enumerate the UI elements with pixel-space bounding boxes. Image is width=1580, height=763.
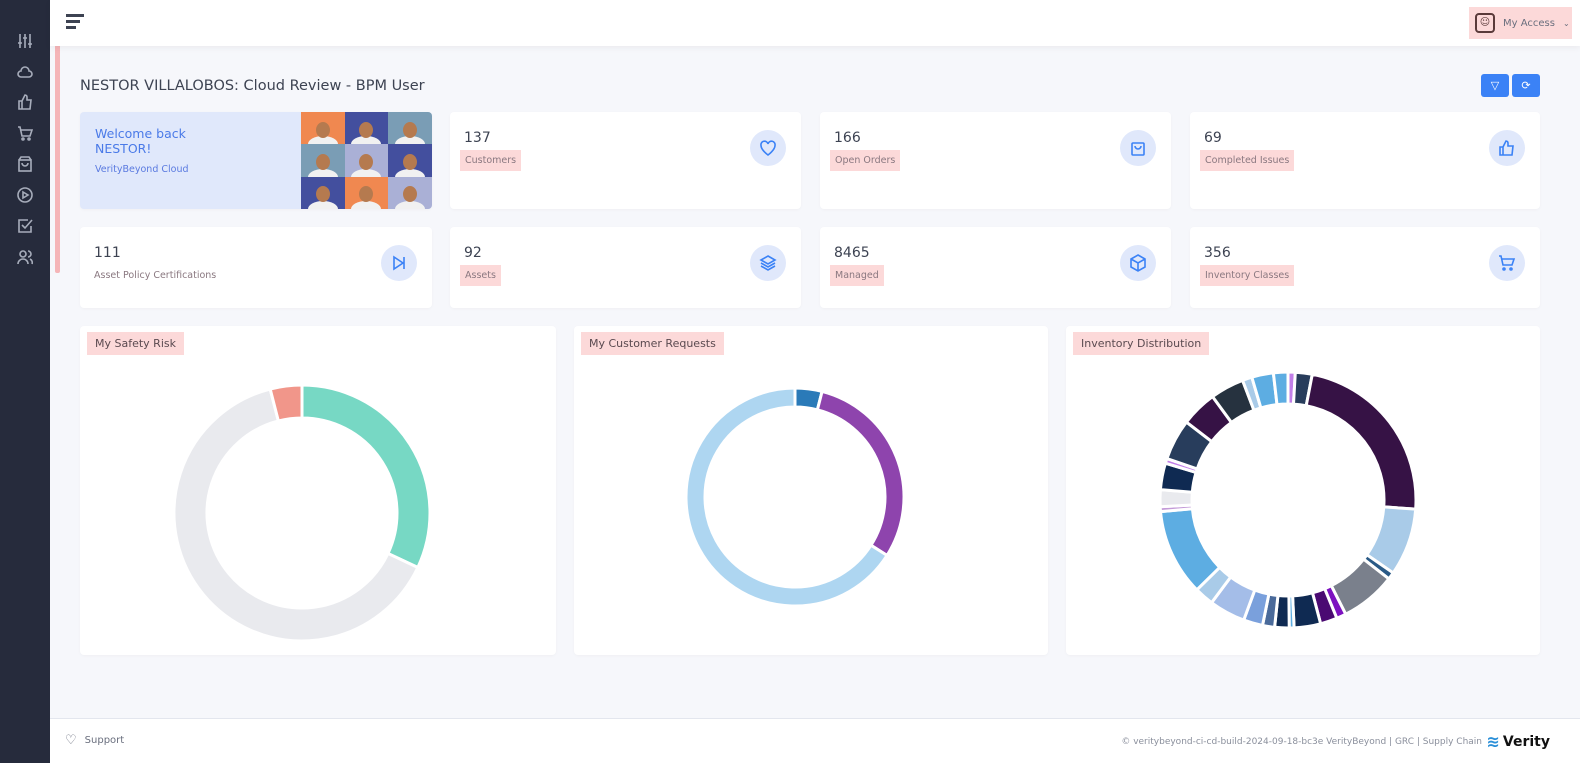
footer: ♡ Support © veritybeyond-ci-cd-build-2024… (50, 718, 1580, 763)
refresh-icon: ⟳ (1521, 79, 1531, 92)
scrollbar[interactable] (55, 28, 60, 273)
customer-requests-donut (684, 386, 906, 608)
play-circle-icon[interactable] (17, 187, 35, 205)
donut-slice[interactable] (300, 383, 432, 570)
safety-risk-donut (172, 383, 432, 643)
stat-label: Managed (830, 265, 884, 286)
chevron-down-icon: ⌄ (1562, 18, 1570, 28)
welcome-card: Welcome back NESTOR! VerityBeyond Cloud (80, 112, 432, 209)
header: ☺ My Access ⌄ (50, 0, 1580, 46)
chart-title: Inventory Distribution (1073, 332, 1210, 355)
stat-card[interactable]: 111 Asset Policy Certifications (80, 227, 432, 308)
chart-card-inventory-distribution: Inventory Distribution (1066, 326, 1540, 655)
refresh-button[interactable]: ⟳ (1512, 74, 1540, 97)
my-access-menu[interactable]: ☺ My Access ⌄ (1469, 7, 1572, 39)
chart-title: My Customer Requests (581, 332, 724, 355)
stat-label: Assets (460, 265, 501, 286)
logo-text: Verity (1502, 733, 1550, 750)
stat-card[interactable]: 92 Assets (450, 227, 801, 308)
layers-icon (750, 245, 786, 281)
stat-value: 166 (834, 130, 861, 146)
verity-logo: ≋ Verity (1486, 732, 1551, 751)
copyright: © veritybeyond-ci-cd-build-2024-09-18-bc… (1121, 737, 1482, 747)
heart-icon: ♡ (65, 733, 77, 748)
cloud-icon[interactable] (17, 64, 35, 82)
donut-slice[interactable] (1304, 372, 1418, 511)
stat-value: 92 (464, 245, 482, 261)
welcome-line1: Welcome back (95, 126, 186, 141)
smiley-icon: ☺ (1475, 13, 1495, 33)
stat-label: Completed Issues (1200, 150, 1295, 171)
stat-label: Open Orders (830, 150, 901, 171)
donut-slice[interactable] (268, 383, 304, 423)
inventory-distribution-donut (1158, 370, 1418, 630)
box-icon (1120, 245, 1156, 281)
stat-card[interactable]: 166 Open Orders (820, 112, 1171, 209)
thumbs-up-icon (1489, 130, 1525, 166)
support-link[interactable]: ♡ Support (65, 733, 124, 748)
support-label: Support (84, 735, 125, 746)
shopping-bag-icon (1120, 130, 1156, 166)
welcome-name: NESTOR! (95, 141, 152, 156)
stat-card[interactable]: 137 Customers (450, 112, 801, 209)
skip-forward-icon (381, 245, 417, 281)
donut-slice[interactable] (815, 389, 906, 558)
sidebar (0, 0, 50, 763)
my-access-label: My Access (1503, 17, 1555, 29)
stat-value: 137 (464, 130, 491, 146)
heart-icon (750, 130, 786, 166)
stat-value: 111 (94, 245, 121, 261)
chart-card-customer-requests: My Customer Requests (574, 326, 1048, 655)
stat-label: Customers (460, 150, 522, 171)
donut-slice[interactable] (684, 386, 890, 608)
shopping-bag-icon[interactable] (17, 156, 35, 174)
filter-button[interactable]: ▽ (1481, 74, 1509, 97)
sliders-icon[interactable] (17, 33, 35, 51)
chart-card-safety-risk: My Safety Risk (80, 326, 556, 655)
users-icon[interactable] (17, 249, 35, 267)
welcome-subtitle: VerityBeyond Cloud (95, 164, 189, 175)
cart-icon[interactable] (17, 125, 35, 143)
stat-card[interactable]: 356 Inventory Classes (1190, 227, 1540, 308)
cart-icon (1489, 245, 1525, 281)
filter-icon: ▽ (1490, 79, 1500, 92)
chart-title: My Safety Risk (87, 332, 184, 355)
stat-card[interactable]: 8465 Managed (820, 227, 1171, 308)
menu-toggle-icon[interactable] (66, 14, 84, 30)
stat-card[interactable]: 69 Completed Issues (1190, 112, 1540, 209)
team-illustration (301, 112, 432, 209)
thumbs-up-icon[interactable] (17, 94, 35, 112)
stat-label: Inventory Classes (1200, 265, 1295, 286)
donut-slice[interactable] (1271, 370, 1290, 407)
check-square-icon[interactable] (17, 218, 35, 236)
stat-value: 8465 (834, 245, 870, 261)
stat-value: 356 (1204, 245, 1231, 261)
stat-value: 69 (1204, 130, 1222, 146)
donut-slice[interactable] (1158, 507, 1222, 592)
stat-label: Asset Policy Certifications (94, 270, 217, 281)
page-title: NESTOR VILLALOBOS: Cloud Review - BPM Us… (80, 78, 425, 94)
donut-slice[interactable] (172, 387, 420, 643)
